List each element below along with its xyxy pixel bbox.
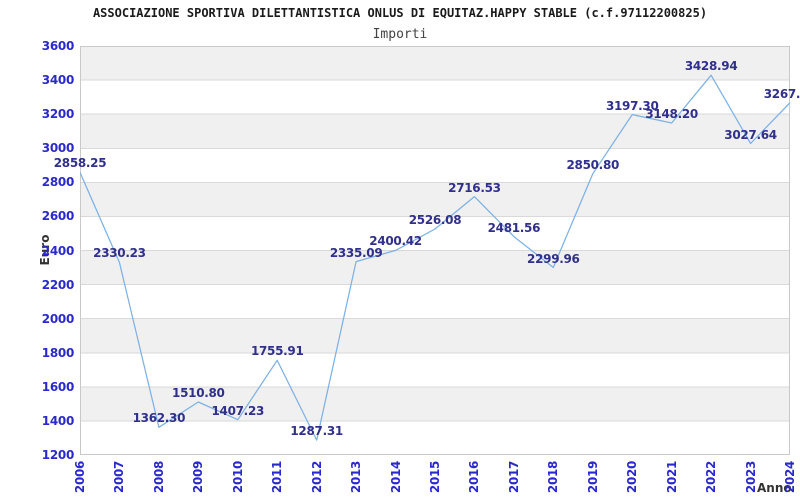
y-tick-label: 1600 bbox=[41, 379, 75, 394]
data-point-label: 2400.42 bbox=[369, 234, 422, 249]
data-point-label: 1362.30 bbox=[132, 411, 186, 426]
y-tick-label: 1200 bbox=[41, 448, 75, 462]
plot-band bbox=[80, 46, 790, 81]
x-tick-label: 2015 bbox=[428, 460, 442, 494]
x-tick-label: 2022 bbox=[704, 460, 719, 494]
x-tick-label: 2009 bbox=[191, 460, 206, 494]
y-tick-label: 2400 bbox=[41, 243, 75, 258]
x-tick-label: 2024 bbox=[783, 460, 797, 494]
plot-band bbox=[80, 250, 790, 285]
y-tick-label: 2200 bbox=[41, 277, 75, 292]
plot-border bbox=[80, 46, 790, 455]
y-tick-label: 2600 bbox=[41, 209, 75, 224]
data-point-label: 1755.91 bbox=[250, 344, 304, 359]
x-tick-label: 2013 bbox=[349, 460, 364, 494]
y-tick-label: 3200 bbox=[41, 107, 75, 122]
plot-band bbox=[80, 114, 790, 149]
x-tick-label: 2014 bbox=[388, 460, 403, 494]
x-tick-label: 2017 bbox=[506, 460, 521, 494]
data-point-label: 2858.25 bbox=[53, 156, 107, 171]
y-tick-label: 3600 bbox=[41, 39, 75, 53]
data-point-label: 3197.30 bbox=[605, 98, 659, 113]
data-point-label: 2330.23 bbox=[93, 246, 146, 261]
data-point-label: 1287.31 bbox=[290, 424, 343, 439]
x-tick-label: 2016 bbox=[467, 460, 482, 494]
data-point-label: 2716.53 bbox=[448, 180, 501, 195]
x-tick-label: 2023 bbox=[743, 460, 758, 494]
plot-band bbox=[80, 182, 790, 217]
data-point-label: 3428.94 bbox=[684, 59, 738, 74]
data-point-label: 1407.23 bbox=[211, 403, 265, 418]
y-tick-label: 2800 bbox=[41, 175, 75, 190]
x-axis-title: Anno bbox=[757, 481, 792, 495]
plot-band bbox=[80, 318, 790, 353]
x-tick-label: 2021 bbox=[664, 460, 679, 494]
x-tick-label: 2011 bbox=[270, 460, 285, 494]
chart-subtitle: Importi bbox=[372, 27, 428, 42]
y-tick-label: 2000 bbox=[41, 311, 75, 326]
data-point-label: 2481.56 bbox=[487, 220, 541, 235]
data-point-label: 2335.09 bbox=[329, 245, 383, 260]
x-tick-label: 2010 bbox=[230, 460, 245, 494]
chart-title: ASSOCIAZIONE SPORTIVA DILETTANTISTICA ON… bbox=[92, 6, 708, 20]
x-tick-label: 2018 bbox=[546, 460, 561, 494]
x-tick-label: 2020 bbox=[625, 460, 640, 494]
y-tick-label: 3000 bbox=[41, 141, 75, 156]
x-tick-label: 2019 bbox=[585, 460, 600, 494]
data-point-label: 2850.80 bbox=[566, 157, 620, 172]
data-point-label: 2299.96 bbox=[527, 251, 580, 266]
series-line bbox=[80, 74, 790, 441]
y-tick-label: 1800 bbox=[41, 345, 75, 360]
data-point-label: 2526.08 bbox=[408, 213, 462, 227]
plot-area bbox=[80, 46, 790, 455]
x-tick-label: 2007 bbox=[112, 460, 127, 494]
data-point-label: 1510.80 bbox=[172, 386, 225, 401]
data-point-label: 3267.24 bbox=[763, 86, 800, 101]
y-tick-label: 1400 bbox=[41, 413, 75, 428]
x-tick-label: 2008 bbox=[151, 460, 166, 494]
y-tick-label: 3400 bbox=[41, 73, 75, 88]
x-tick-label: 2006 bbox=[73, 460, 87, 494]
data-point-label: 3027.64 bbox=[724, 127, 777, 142]
plot-band bbox=[80, 386, 790, 421]
x-tick-label: 2012 bbox=[309, 460, 324, 494]
data-point-label: 3148.20 bbox=[645, 106, 698, 121]
